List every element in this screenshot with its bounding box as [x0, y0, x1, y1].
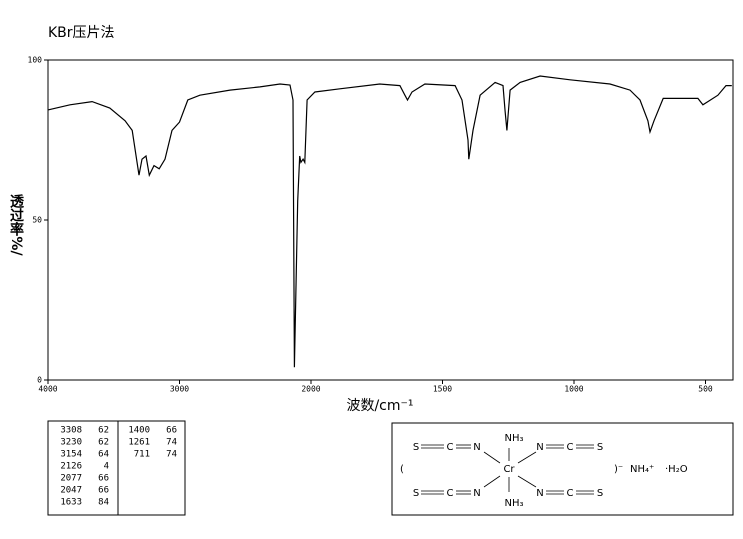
structure-atom: S — [597, 442, 603, 453]
peak-transmittance: 64 — [98, 450, 109, 460]
peak-wavenumber: 711 — [134, 450, 150, 460]
y-tick-label: 100 — [28, 56, 43, 65]
x-tick-label: 3000 — [170, 385, 189, 394]
peak-transmittance: 74 — [166, 438, 177, 448]
y-axis-label: 透过率%/ — [8, 194, 24, 256]
structure-close: )⁻ — [614, 464, 623, 475]
peak-transmittance: 66 — [166, 426, 177, 436]
structure-atom: C — [447, 442, 454, 453]
structure-atom: C — [567, 442, 574, 453]
peak-wavenumber: 3308 — [60, 426, 82, 436]
structure-atom: C — [567, 488, 574, 499]
structure-counter: NH₄⁺ — [630, 464, 654, 475]
structure-atom: S — [597, 488, 603, 499]
x-tick-label: 1500 — [433, 385, 452, 394]
structure-frame — [391, 422, 734, 516]
x-tick-label: 2000 — [301, 385, 320, 394]
structure-atom: N — [473, 488, 480, 499]
peak-wavenumber: 3154 — [60, 450, 82, 460]
chart-title: KBr压片法 — [48, 25, 115, 41]
structure-axial: NH₃ — [504, 498, 523, 509]
peak-wavenumber: 2126 — [60, 462, 82, 472]
peak-transmittance: 66 — [98, 474, 109, 484]
structure-atom: C — [447, 488, 454, 499]
spectrum-line — [47, 75, 732, 368]
peak-transmittance: 62 — [98, 426, 109, 436]
peak-transmittance: 84 — [98, 498, 109, 508]
peak-wavenumber: 1261 — [128, 438, 150, 448]
structure-atom: N — [473, 442, 480, 453]
structure-open: ( — [400, 464, 404, 475]
peak-wavenumber: 3230 — [60, 438, 82, 448]
structure-axial: NH₃ — [504, 433, 523, 444]
y-tick-label: 0 — [37, 376, 42, 385]
peak-table-frame — [47, 420, 186, 516]
peak-wavenumber: 2047 — [60, 486, 82, 496]
peak-wavenumber: 1400 — [128, 426, 150, 436]
peak-wavenumber: 1633 — [60, 498, 82, 508]
x-tick-label: 500 — [698, 385, 713, 394]
structure-atom: S — [413, 488, 419, 499]
structure-atom: S — [413, 442, 419, 453]
x-axis-label: 波数/cm⁻¹ — [346, 398, 413, 414]
plot-frame — [47, 59, 734, 381]
structure-center: Cr — [503, 464, 515, 475]
peak-transmittance: 62 — [98, 438, 109, 448]
peak-transmittance: 66 — [98, 486, 109, 496]
x-tick-label: 1000 — [564, 385, 583, 394]
structure-water: ·H₂O — [665, 464, 688, 475]
structure-atom: N — [536, 488, 543, 499]
y-tick-label: 50 — [32, 216, 42, 225]
structure-bonds — [421, 444, 594, 495]
peak-wavenumber: 2077 — [60, 474, 82, 484]
x-tick-label: 4000 — [38, 385, 57, 394]
peak-transmittance: 74 — [166, 450, 177, 460]
peak-transmittance: 4 — [104, 462, 109, 472]
structure-atom: N — [536, 442, 543, 453]
